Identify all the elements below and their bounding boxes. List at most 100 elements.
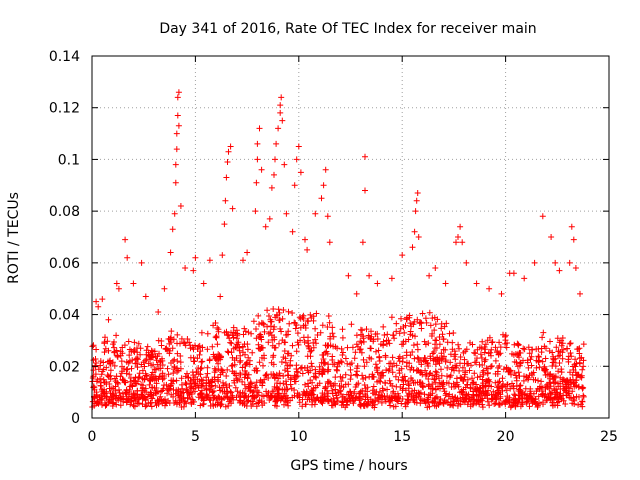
scatter-point: [577, 290, 583, 297]
scatter-point: [414, 190, 421, 196]
scatter-point: [423, 319, 430, 326]
scatter-point: [368, 328, 374, 335]
scatter-point: [364, 384, 371, 391]
scatter-point: [131, 346, 138, 353]
y-tick-label: 0.08: [49, 204, 80, 220]
scatter-point: [447, 359, 454, 366]
scatter-point: [261, 355, 268, 362]
scatter-point: [281, 339, 288, 346]
scatter-point: [554, 389, 561, 396]
scatter-point: [177, 359, 184, 366]
scatter-point: [242, 392, 249, 399]
scatter-point: [381, 332, 388, 338]
scatter-point: [142, 397, 149, 404]
scatter-point: [135, 340, 142, 347]
scatter-point: [377, 374, 384, 381]
scatter-point: [481, 392, 488, 398]
scatter-point: [386, 377, 393, 384]
data-points: [89, 89, 587, 411]
scatter-point: [256, 397, 263, 404]
scatter-point: [432, 379, 439, 386]
scatter-point: [141, 363, 148, 370]
scatter-point: [579, 384, 586, 391]
scatter-point: [102, 345, 109, 352]
scatter-point: [157, 393, 164, 400]
scatter-point: [167, 336, 174, 343]
scatter-point: [256, 125, 263, 132]
scatter-point: [445, 380, 452, 387]
scatter-point: [258, 166, 265, 173]
scatter-point: [359, 239, 366, 246]
scatter-point: [225, 349, 232, 356]
scatter-point: [130, 280, 137, 287]
scatter-point: [186, 339, 193, 346]
scatter-point: [325, 397, 332, 404]
scatter-point: [407, 366, 414, 373]
scatter-point: [488, 352, 494, 359]
scatter-point: [520, 357, 526, 364]
scatter-point: [288, 352, 295, 359]
scatter-point: [425, 381, 432, 388]
scatter-point: [205, 380, 212, 386]
scatter-point: [566, 340, 573, 347]
scatter-point: [254, 367, 261, 374]
scatter-point: [485, 398, 491, 405]
axis-tick-labels: 0 5 10 15 20 25 0 0.02 0.04 0.06 0.08 0.1 0.12 0.14: [49, 49, 618, 445]
scatter-point: [125, 338, 132, 345]
scatter-point: [132, 398, 139, 404]
scatter-point: [376, 354, 383, 361]
scatter-point: [241, 325, 248, 332]
scatter-point: [469, 375, 475, 382]
scatter-point: [457, 223, 464, 230]
scatter-point: [182, 265, 189, 271]
scatter-point: [536, 364, 543, 371]
scatter-point: [580, 392, 587, 399]
scatter-point: [466, 367, 473, 374]
scatter-point: [433, 345, 440, 351]
scatter-point: [210, 401, 216, 408]
scatter-point: [111, 375, 118, 382]
scatter-point: [228, 389, 235, 396]
scatter-point: [239, 378, 246, 385]
scatter-point: [213, 334, 220, 341]
scatter-point: [438, 366, 444, 373]
scatter-point: [331, 361, 338, 368]
scatter-point: [304, 389, 310, 396]
scatter-point: [277, 102, 284, 109]
scatter-point: [572, 363, 579, 370]
scatter-point: [119, 376, 126, 383]
scatter-point: [562, 401, 569, 407]
scatter-point: [107, 367, 114, 374]
scatter-point: [245, 393, 252, 400]
scatter-point: [170, 358, 176, 364]
scatter-point: [280, 307, 287, 313]
scatter-point: [123, 395, 130, 402]
scatter-point: [440, 385, 447, 392]
scatter-point: [93, 393, 100, 399]
scatter-point: [264, 323, 271, 330]
scatter-point: [224, 394, 231, 401]
scatter-point: [399, 252, 406, 259]
scatter-point: [436, 360, 443, 367]
scatter-point: [521, 346, 528, 353]
scatter-point: [348, 372, 355, 379]
scatter-point: [359, 327, 366, 334]
scatter-point: [128, 365, 135, 372]
scatter-point: [421, 338, 428, 345]
scatter-point: [142, 293, 149, 300]
scatter-point: [226, 382, 233, 389]
scatter-point: [557, 374, 564, 381]
scatter-point: [479, 369, 486, 376]
scatter-point: [555, 348, 562, 355]
scatter-point: [535, 353, 542, 360]
scatter-point: [354, 363, 361, 369]
scatter-point: [568, 223, 575, 230]
scatter-point: [580, 357, 587, 364]
scatter-point: [322, 349, 329, 356]
scatter-point: [340, 384, 347, 391]
scatter-point: [536, 399, 542, 406]
scatter-point: [390, 403, 397, 410]
scatter-point: [576, 350, 583, 357]
scatter-point: [327, 335, 334, 342]
scatter-point: [393, 383, 400, 390]
